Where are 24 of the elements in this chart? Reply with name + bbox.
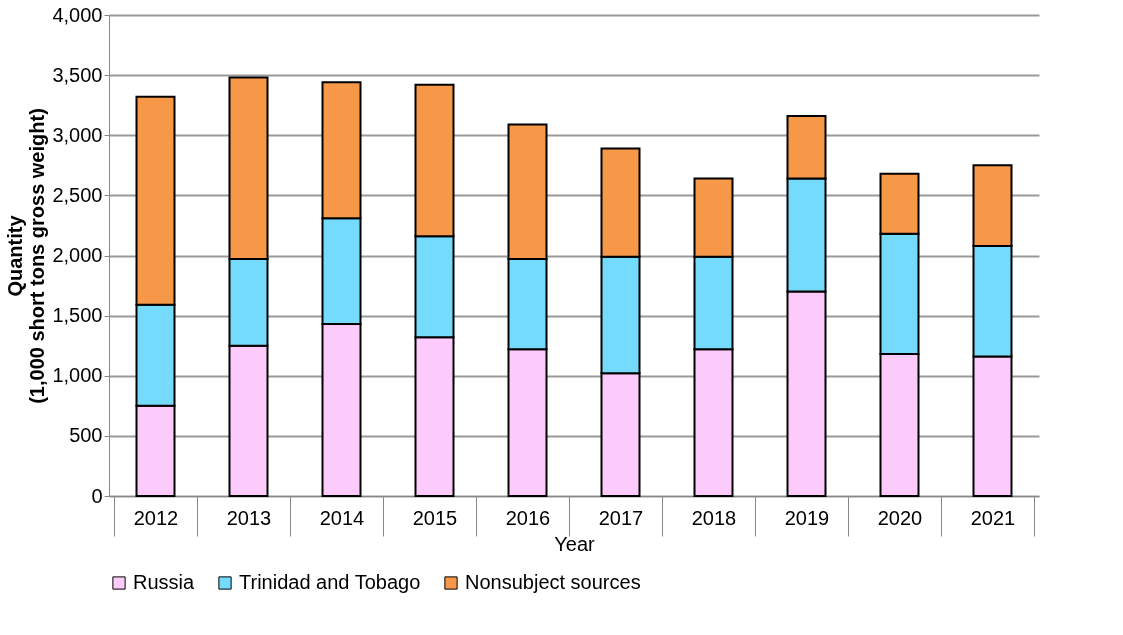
legend-label: Nonsubject sources [465, 571, 641, 593]
y-axis-title: Quantity (1,000 short tons gross weight) [4, 108, 49, 404]
x-axis-title: Year [554, 533, 596, 555]
x-tick-label: 2013 [226, 506, 272, 529]
x-tick-label: 2020 [877, 506, 923, 529]
x-tick-label: 2018 [691, 506, 737, 529]
legend-label: Trinidad and Tobago [239, 571, 421, 593]
y-tick-label: 2,500 [52, 183, 103, 206]
x-tick-label: 2014 [319, 506, 365, 529]
y-tick-label: 4,000 [52, 3, 103, 26]
y-tick-label: 3,000 [52, 123, 103, 146]
legend-label: Russia [133, 571, 196, 593]
x-tick-label: 2021 [970, 506, 1016, 529]
y-tick-label: 0 [91, 484, 103, 507]
x-tick-label: 2019 [784, 506, 830, 529]
y-tick-label: 2,000 [52, 244, 103, 266]
x-tick-label: 2012 [133, 506, 179, 529]
y-tick-label: 1,500 [52, 304, 103, 327]
y-tick-label: 3,500 [52, 63, 103, 86]
y-tick-label: 1,000 [52, 364, 103, 387]
x-tick-label: 2017 [598, 506, 644, 529]
x-tick-label: 2015 [412, 506, 458, 529]
x-tick-label: 2016 [505, 506, 551, 529]
y-tick-label: 500 [69, 424, 103, 447]
